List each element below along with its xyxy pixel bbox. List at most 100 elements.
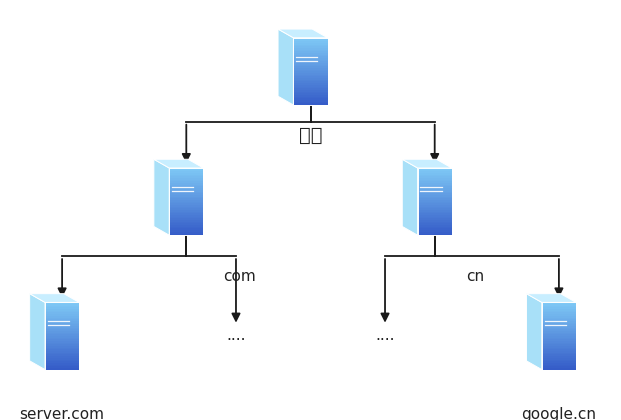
Polygon shape <box>169 213 204 215</box>
Polygon shape <box>417 230 451 232</box>
Polygon shape <box>417 225 451 227</box>
Polygon shape <box>417 208 451 210</box>
Polygon shape <box>417 220 451 222</box>
Polygon shape <box>169 168 204 170</box>
Text: ....: .... <box>375 328 395 344</box>
Polygon shape <box>417 212 451 213</box>
Polygon shape <box>45 341 79 343</box>
Polygon shape <box>293 39 328 41</box>
Text: cn: cn <box>466 269 484 284</box>
Polygon shape <box>169 225 204 227</box>
Polygon shape <box>542 360 576 361</box>
Polygon shape <box>45 304 79 306</box>
Polygon shape <box>417 168 451 170</box>
Polygon shape <box>293 95 328 97</box>
Polygon shape <box>542 306 576 307</box>
Polygon shape <box>293 103 328 105</box>
Polygon shape <box>542 312 576 314</box>
Polygon shape <box>45 323 79 324</box>
Polygon shape <box>45 321 79 323</box>
Polygon shape <box>293 85 328 87</box>
Polygon shape <box>45 349 79 351</box>
Polygon shape <box>45 306 79 307</box>
Polygon shape <box>293 102 328 103</box>
Polygon shape <box>169 202 204 203</box>
Polygon shape <box>169 178 204 180</box>
Polygon shape <box>542 343 576 344</box>
Text: google.cn: google.cn <box>522 407 596 420</box>
Polygon shape <box>417 223 451 225</box>
Polygon shape <box>293 81 328 83</box>
Polygon shape <box>293 60 328 61</box>
Polygon shape <box>45 348 79 349</box>
Polygon shape <box>402 159 417 235</box>
Polygon shape <box>169 188 204 190</box>
Polygon shape <box>169 223 204 225</box>
Polygon shape <box>293 93 328 95</box>
Polygon shape <box>293 66 328 68</box>
Polygon shape <box>169 198 204 200</box>
Polygon shape <box>278 29 328 38</box>
Polygon shape <box>30 294 45 370</box>
Polygon shape <box>293 61 328 63</box>
Polygon shape <box>542 366 576 368</box>
Polygon shape <box>169 222 204 223</box>
Polygon shape <box>542 316 576 318</box>
Polygon shape <box>293 98 328 100</box>
Polygon shape <box>169 228 204 230</box>
Polygon shape <box>293 53 328 55</box>
Polygon shape <box>417 202 451 203</box>
Polygon shape <box>293 63 328 65</box>
Polygon shape <box>169 170 204 171</box>
Polygon shape <box>45 361 79 363</box>
Polygon shape <box>169 176 204 178</box>
Polygon shape <box>293 70 328 71</box>
Polygon shape <box>293 41 328 43</box>
Polygon shape <box>169 205 204 207</box>
Polygon shape <box>417 180 451 181</box>
Polygon shape <box>542 304 576 306</box>
Polygon shape <box>45 312 79 314</box>
Polygon shape <box>417 195 451 197</box>
Polygon shape <box>417 217 451 218</box>
Polygon shape <box>293 75 328 76</box>
Polygon shape <box>293 71 328 73</box>
Polygon shape <box>293 80 328 81</box>
Polygon shape <box>169 186 204 188</box>
Polygon shape <box>417 183 451 185</box>
Polygon shape <box>45 319 79 321</box>
Polygon shape <box>542 361 576 363</box>
Polygon shape <box>417 232 451 234</box>
Polygon shape <box>417 176 451 178</box>
Polygon shape <box>417 185 451 186</box>
Polygon shape <box>45 351 79 353</box>
Polygon shape <box>169 190 204 192</box>
Polygon shape <box>417 198 451 200</box>
Polygon shape <box>542 336 576 338</box>
Polygon shape <box>45 329 79 331</box>
Polygon shape <box>45 356 79 358</box>
Polygon shape <box>169 207 204 208</box>
Polygon shape <box>45 307 79 309</box>
Polygon shape <box>45 365 79 366</box>
Polygon shape <box>417 190 451 192</box>
Polygon shape <box>169 217 204 218</box>
Polygon shape <box>169 215 204 217</box>
Polygon shape <box>417 203 451 205</box>
Polygon shape <box>45 346 79 348</box>
Polygon shape <box>402 159 451 168</box>
Polygon shape <box>45 360 79 361</box>
Polygon shape <box>542 368 576 370</box>
Polygon shape <box>45 316 79 318</box>
Polygon shape <box>30 294 79 302</box>
Polygon shape <box>169 232 204 234</box>
Polygon shape <box>542 341 576 343</box>
Polygon shape <box>169 193 204 195</box>
Polygon shape <box>293 90 328 92</box>
Polygon shape <box>542 363 576 365</box>
Polygon shape <box>417 197 451 198</box>
Polygon shape <box>169 234 204 235</box>
Polygon shape <box>169 180 204 181</box>
Polygon shape <box>45 333 79 334</box>
Polygon shape <box>45 314 79 316</box>
